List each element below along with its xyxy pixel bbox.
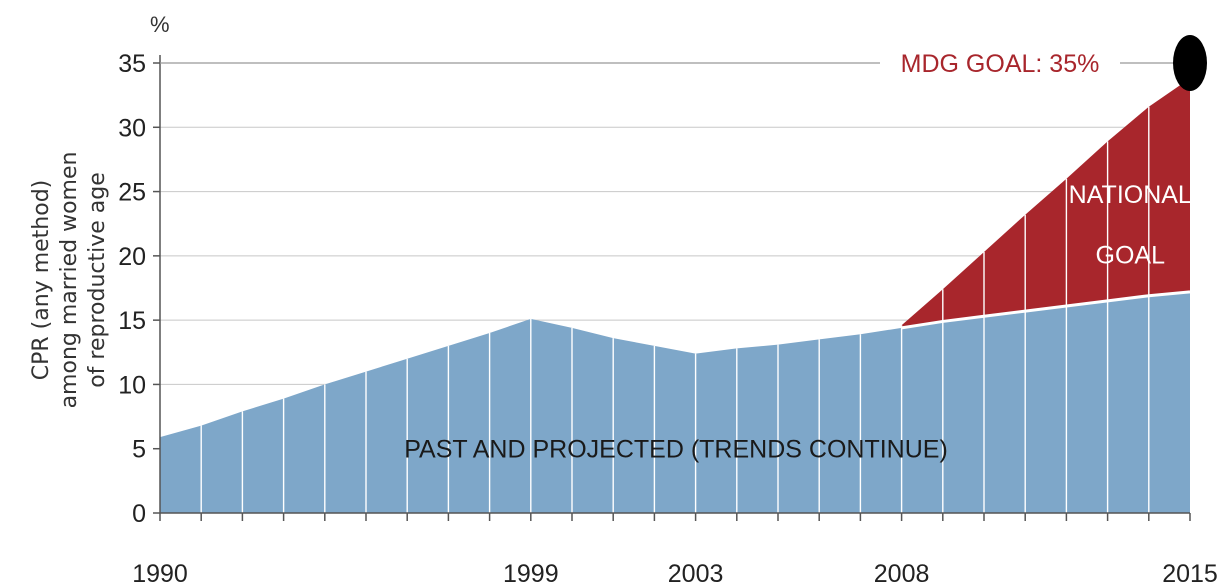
y-axis-title-line-1: CPR (any method): [29, 180, 54, 380]
mdg-goal-marker: [1173, 35, 1207, 91]
national-goal-label-line-2: GOAL: [1096, 242, 1166, 270]
axes: [153, 55, 1191, 521]
past-projected-label: PAST AND PROJECTED (TRENDS CONTINUE): [404, 436, 948, 464]
y-tick-label-30: 30: [118, 114, 146, 142]
x-tick-label-2003: 2003: [668, 560, 724, 588]
x-tick-labels: 1990 1999 2003 2008 2015: [132, 560, 1218, 588]
y-axis-title-line-3: of reproductive age: [85, 172, 110, 388]
national-goal-area: [901, 78, 1190, 328]
x-tick-label-2015: 2015: [1162, 560, 1218, 588]
national-goal-label-line-1: NATIONAL: [1069, 181, 1192, 209]
trend-edge-line: [901, 290, 1191, 330]
y-tick-label-5: 5: [132, 436, 146, 464]
x-tick-label-2008: 2008: [874, 560, 930, 588]
year-separators: [200, 106, 1150, 513]
y-tick-label-10: 10: [118, 371, 146, 399]
unit-label: %: [150, 12, 170, 37]
y-tick-label-20: 20: [118, 243, 146, 271]
mdg-goal-label: MDG GOAL: 35%: [901, 50, 1100, 78]
mdg-goal-target: MDG GOAL: 35%: [160, 35, 1207, 91]
past-projected-area: [160, 291, 1190, 513]
y-tick-label-25: 25: [118, 179, 146, 207]
y-tick-labels: 0 5 10 15 20 25 30 35: [118, 50, 146, 528]
area-series: [160, 78, 1191, 513]
y-axis-title: CPR (any method) among married women of …: [29, 152, 110, 409]
x-tick-label-1999: 1999: [503, 560, 559, 588]
y-tick-label-15: 15: [118, 307, 146, 335]
y-tick-label-0: 0: [132, 500, 146, 528]
y-tick-label-35: 35: [118, 50, 146, 78]
mdg-goal-label-bg: [880, 47, 1120, 79]
x-tick-label-1990: 1990: [132, 560, 188, 588]
y-axis-title-line-2: among married women: [57, 152, 82, 409]
